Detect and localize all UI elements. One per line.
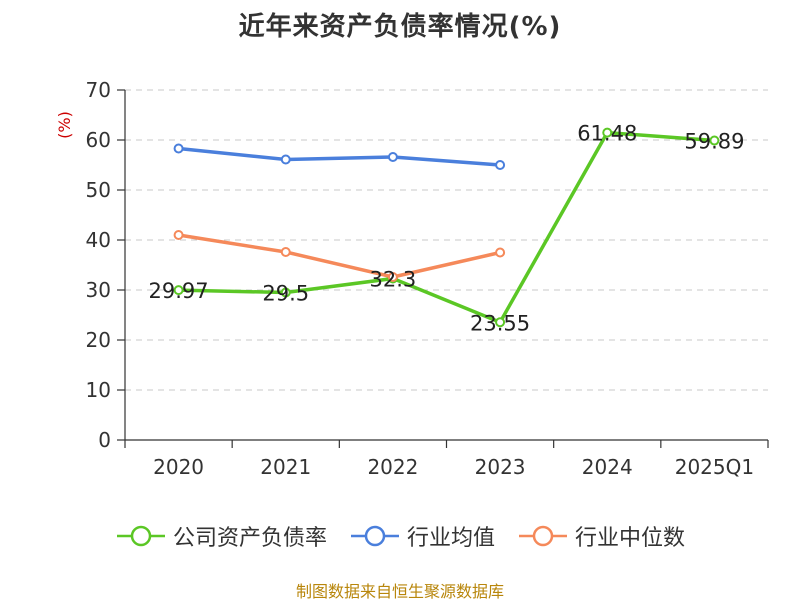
data-label: 29.5 <box>262 282 309 306</box>
chart-title: 近年来资产负债率情况(%) <box>238 12 562 42</box>
legend-label-industry-median: 行业中位数 <box>575 526 686 551</box>
data-label: 32.3 <box>370 268 417 292</box>
data-label-layer: 29.97 29.5 32.3 23.55 61.48 59.89 <box>149 122 745 336</box>
legend-item-industry-median[interactable]: 行业中位数 <box>517 520 685 552</box>
y-tick-label: 0 <box>98 428 111 452</box>
data-point-1 <box>280 154 291 165</box>
data-point-1 <box>173 143 184 154</box>
y-tick-label: 30 <box>86 278 111 302</box>
data-point-0 <box>495 317 506 328</box>
data-point-0 <box>709 135 720 146</box>
data-point-1 <box>387 152 398 162</box>
data-point-2 <box>173 230 184 240</box>
legend-marker-industry-median <box>519 525 567 547</box>
x-tick-label: 2023 <box>475 455 526 479</box>
axis-layer: 0 10 20 30 40 50 60 70 (%) 2020 2021 2022 2023 2024 20… <box>55 78 769 479</box>
legend-item-company[interactable]: 公司资产负债率 <box>115 520 327 552</box>
legend-item-industry-avg[interactable]: 行业均值 <box>349 520 495 552</box>
legend-marker-company <box>116 525 165 547</box>
source-note: 制图数据来自恒生聚源数据库 <box>295 582 504 600</box>
x-tick-label: 2020 <box>153 455 204 479</box>
data-label: 59.89 <box>684 130 744 154</box>
data-point-2 <box>387 272 398 282</box>
legend-label-industry-avg: 行业均值 <box>406 526 495 551</box>
y-tick-label: 50 <box>86 178 111 202</box>
data-point-1 <box>495 160 506 170</box>
series-line-0 <box>176 130 717 324</box>
x-tick-label: 2021 <box>260 455 311 479</box>
data-label: 23.55 <box>470 311 530 335</box>
x-tick-label: 2022 <box>367 455 418 479</box>
series-layer <box>173 127 720 328</box>
x-tick-label: 2025Q1 <box>675 455 754 479</box>
data-label: 29.97 <box>149 279 209 303</box>
y-tick-label: 60 <box>86 128 111 152</box>
y-axis-unit-label: (%) <box>55 111 74 139</box>
series-line-2 <box>176 233 502 279</box>
data-point-0 <box>173 285 184 296</box>
data-point-0 <box>280 287 291 298</box>
data-point-0 <box>602 127 613 138</box>
legend-label-company: 公司资产负债率 <box>172 526 327 551</box>
grid-layer <box>125 89 768 391</box>
legend: 公司资产负债率 行业均值 行业中位数 <box>0 520 800 552</box>
y-tick-label: 70 <box>86 78 111 102</box>
y-tick-label: 40 <box>86 228 111 252</box>
legend-marker-industry-avg <box>350 525 399 547</box>
data-label: 61.48 <box>577 122 637 146</box>
series-line-1 <box>176 146 502 167</box>
y-tick-label: 10 <box>86 378 111 402</box>
data-point-2 <box>495 247 506 258</box>
data-point-2 <box>280 247 291 257</box>
y-tick-label: 20 <box>86 328 111 352</box>
x-tick-label: 2024 <box>582 455 633 479</box>
